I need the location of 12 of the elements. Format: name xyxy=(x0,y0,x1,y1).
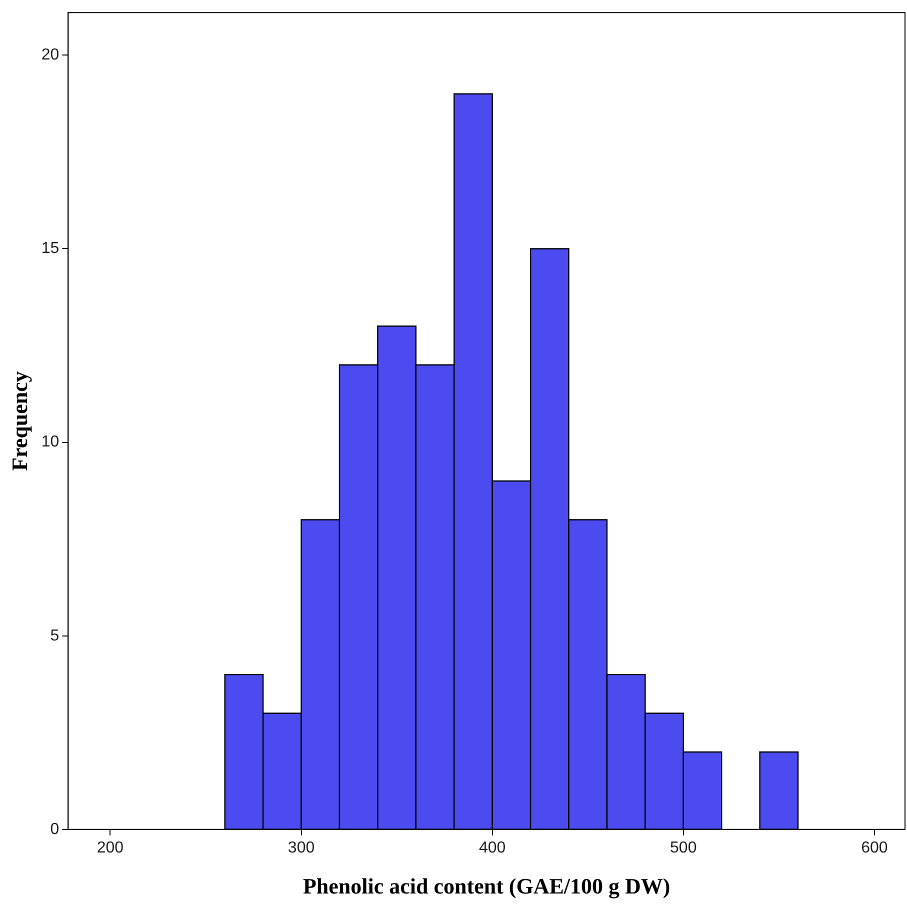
y-tick-label: 10 xyxy=(41,434,60,451)
x-tick-label: 300 xyxy=(288,839,315,856)
x-tick-label: 500 xyxy=(670,839,697,856)
x-tick-label: 200 xyxy=(96,839,124,856)
y-tick-label: 0 xyxy=(50,820,60,838)
y-tick-label: 20 xyxy=(41,46,60,64)
x-tick-label: 600 xyxy=(861,839,888,856)
x-tick-label: 400 xyxy=(478,839,506,856)
y-axis-title: Frequency xyxy=(6,371,32,471)
x-axis-title: Phenolic acid content (GAE/100 g DW) xyxy=(302,873,670,898)
y-tick-label: 15 xyxy=(41,240,60,258)
y-tick-label: 5 xyxy=(50,627,60,644)
